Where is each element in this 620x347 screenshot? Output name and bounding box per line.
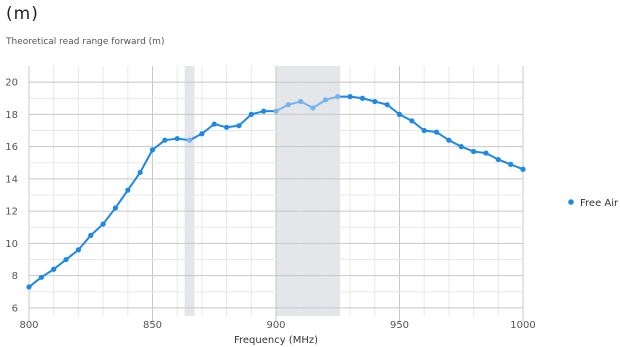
series-segment xyxy=(139,148,154,174)
data-point xyxy=(471,148,477,155)
data-point xyxy=(137,169,143,176)
data-point xyxy=(224,124,230,130)
data-point xyxy=(100,221,106,227)
data-point xyxy=(508,161,514,167)
data-point xyxy=(285,102,291,108)
series-segment xyxy=(77,234,92,251)
data-point xyxy=(199,131,205,137)
data-point xyxy=(236,123,242,129)
data-point xyxy=(174,135,180,142)
data-point xyxy=(483,150,489,156)
data-point xyxy=(396,111,403,117)
data-point xyxy=(88,232,94,238)
x-axis-label: Frequency (MHz) xyxy=(234,335,318,346)
x-tick-label: 950 xyxy=(390,320,409,331)
data-point xyxy=(211,121,217,127)
data-point xyxy=(298,98,304,105)
series-segment xyxy=(200,123,216,135)
data-point xyxy=(421,127,427,134)
series-segment xyxy=(126,171,142,192)
x-tick-label: 900 xyxy=(266,320,285,331)
data-point xyxy=(495,156,501,163)
shaded-bands xyxy=(184,66,341,316)
series-segment xyxy=(65,248,80,261)
grid-lines xyxy=(28,66,524,322)
legend-marker xyxy=(568,199,574,205)
unit-label: (m) xyxy=(6,4,39,24)
data-point xyxy=(112,205,119,211)
axis-ticks: 800 850 900 950 1000 6 8 10 12 14 16 18 20 xyxy=(5,78,535,331)
series-segment xyxy=(386,103,401,116)
data-point xyxy=(248,111,254,117)
data-point xyxy=(458,144,464,150)
data-point xyxy=(261,108,267,114)
data-point xyxy=(335,94,341,100)
y-tick-label: 8 xyxy=(12,271,18,282)
data-point xyxy=(322,97,328,103)
series-segment xyxy=(114,189,129,209)
data-point xyxy=(433,129,440,135)
y-tick-label: 6 xyxy=(12,303,18,314)
shaded-band-0 xyxy=(184,66,195,316)
data-point xyxy=(384,102,390,108)
series-segment xyxy=(151,139,166,151)
series-segment xyxy=(28,276,43,288)
series-free-air xyxy=(26,94,526,290)
y-tick-label: 20 xyxy=(5,78,18,89)
data-point xyxy=(446,137,452,143)
series-segment xyxy=(237,113,253,127)
shaded-band-1 xyxy=(276,66,341,316)
data-point xyxy=(51,266,57,272)
x-tick-label: 1000 xyxy=(510,320,535,331)
data-point xyxy=(359,95,366,101)
data-point xyxy=(26,284,32,290)
data-point xyxy=(149,147,156,153)
y-tick-label: 16 xyxy=(5,142,18,153)
x-tick-label: 800 xyxy=(19,320,38,331)
series-segment xyxy=(89,223,105,237)
series-segment xyxy=(410,119,426,132)
data-point xyxy=(409,118,415,124)
data-point xyxy=(310,105,316,111)
chart-subtitle: Theoretical read range forward (m) xyxy=(6,37,165,47)
data-point xyxy=(186,137,193,143)
legend-label: Free Air xyxy=(580,198,619,209)
data-point xyxy=(63,256,69,263)
data-point xyxy=(372,98,378,105)
data-point xyxy=(347,94,353,100)
legend: Free Air xyxy=(568,198,619,209)
y-tick-label: 14 xyxy=(5,174,18,185)
y-tick-label: 12 xyxy=(5,207,18,218)
data-point xyxy=(273,108,279,114)
data-point xyxy=(38,274,44,280)
y-tick-label: 10 xyxy=(5,239,18,250)
data-point xyxy=(75,247,81,253)
y-tick-label: 18 xyxy=(5,110,18,121)
series-segment xyxy=(52,258,68,271)
data-point xyxy=(520,166,526,172)
data-point xyxy=(125,187,131,193)
x-tick-label: 850 xyxy=(143,320,162,331)
series-segment xyxy=(102,206,117,226)
data-point xyxy=(162,137,168,143)
